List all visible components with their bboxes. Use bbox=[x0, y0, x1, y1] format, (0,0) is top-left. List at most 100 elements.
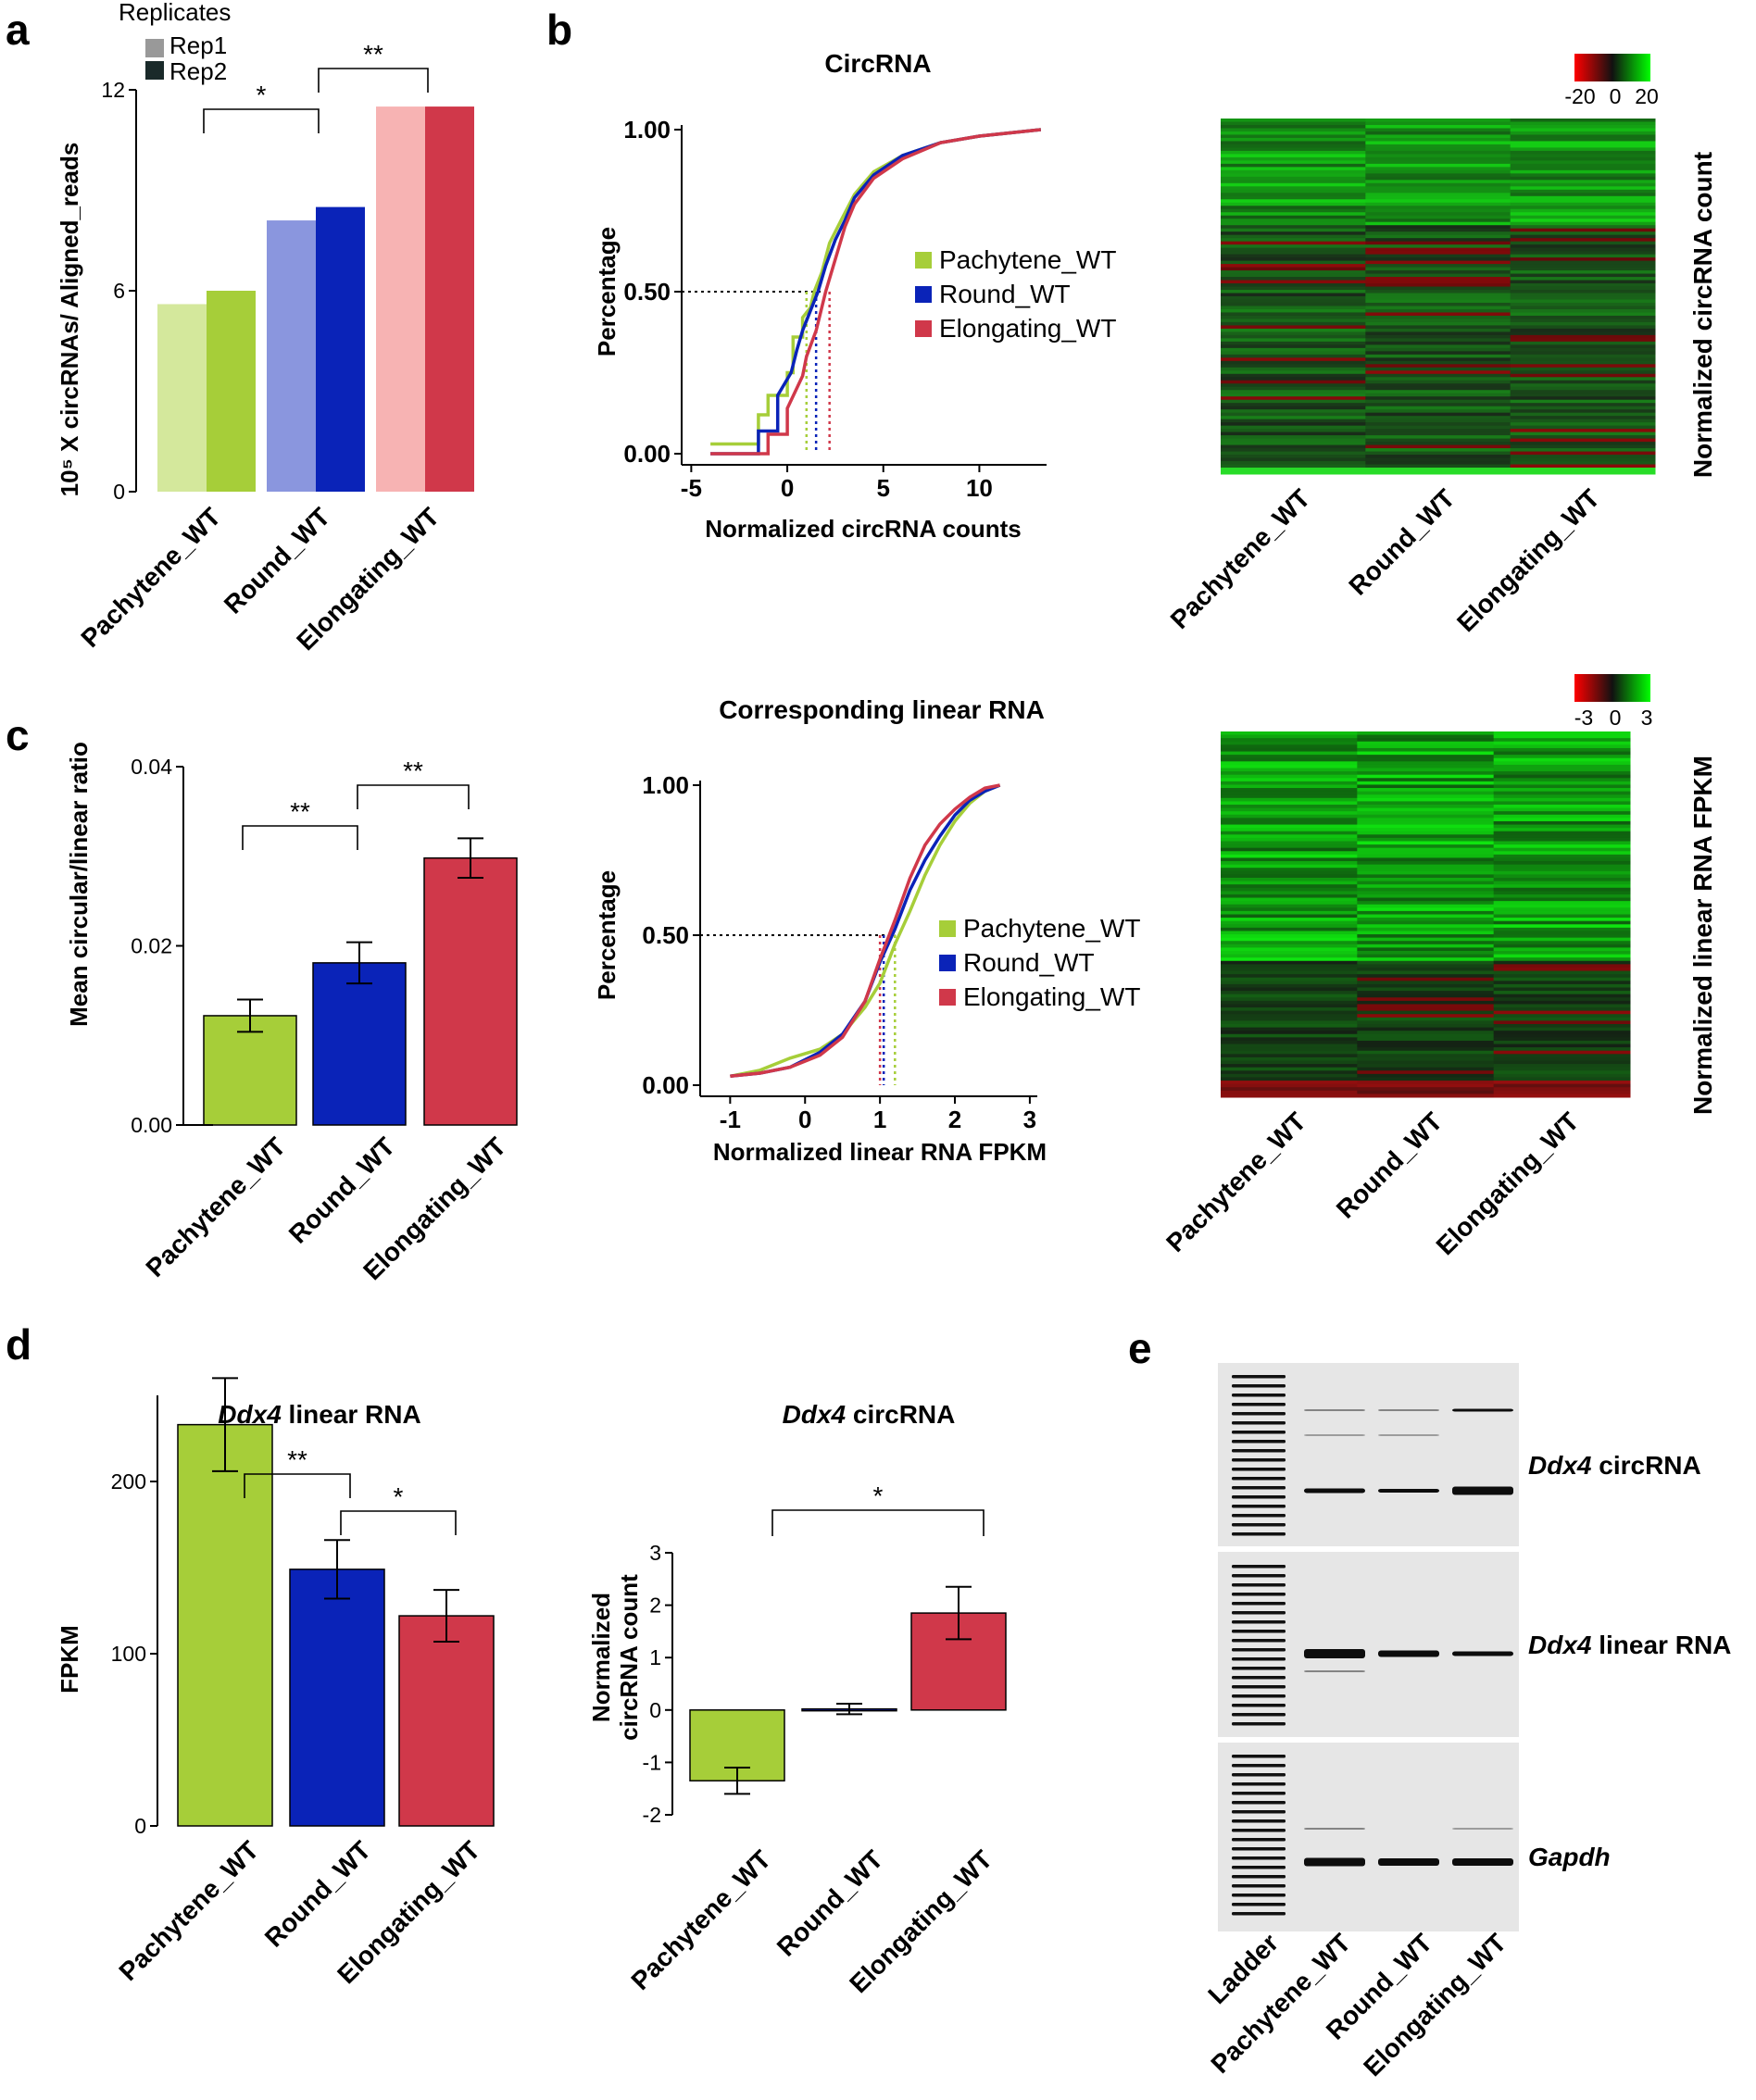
gel-ladder-band bbox=[1232, 1838, 1286, 1842]
heatmap-cell bbox=[1221, 354, 1366, 358]
x-tick-label: 2 bbox=[948, 1106, 961, 1133]
heatmap-cell bbox=[1510, 334, 1656, 339]
heatmap-cell bbox=[1510, 293, 1656, 297]
ecdf-line bbox=[710, 128, 1041, 456]
gel-ladder-band bbox=[1232, 1431, 1286, 1434]
x-tick-label: 3 bbox=[1023, 1106, 1036, 1133]
heatmap-cell bbox=[1221, 934, 1358, 939]
gel-label-ddx4-circrna: Ddx4 circRNA bbox=[1528, 1451, 1701, 1480]
heatmap-cell bbox=[1357, 1044, 1495, 1048]
y-tick-label: -2 bbox=[643, 1803, 661, 1827]
legend-swatch bbox=[915, 286, 932, 303]
heatmap-cell bbox=[1357, 1081, 1495, 1085]
heatmap-cell bbox=[1493, 878, 1631, 882]
y-tick-label: 0.50 bbox=[623, 278, 671, 306]
heatmap-cell bbox=[1221, 977, 1358, 981]
heatmap-cell bbox=[1510, 163, 1656, 168]
gel-label-rest: linear RNA bbox=[1591, 1631, 1731, 1659]
heatmap-cell bbox=[1365, 228, 1511, 232]
heatmap-cell bbox=[1221, 1020, 1358, 1025]
heatmap-cell bbox=[1221, 941, 1358, 945]
heatmap-cell bbox=[1221, 891, 1358, 895]
heatmap-cell bbox=[1357, 954, 1495, 958]
heatmap-cell bbox=[1357, 934, 1495, 939]
heatmap-cell bbox=[1357, 1000, 1495, 1005]
heatmap-cell bbox=[1510, 364, 1656, 369]
x-tick-label: -1 bbox=[720, 1106, 741, 1133]
heatmap-cell bbox=[1365, 131, 1511, 135]
x-tick-label: Pachytene_WT bbox=[75, 502, 226, 653]
heatmap-cell bbox=[1221, 851, 1358, 856]
heatmap-cell bbox=[1357, 944, 1495, 948]
heatmap-cell bbox=[1493, 818, 1631, 822]
panel-e-gel-image: Ddx4 circRNA Ddx4 linear RNA Gapdh Ladde… bbox=[1202, 1363, 1731, 2081]
heatmap-cell bbox=[1221, 1087, 1358, 1092]
heatmap-cell bbox=[1221, 820, 1358, 826]
heatmap-cell bbox=[1357, 1087, 1495, 1092]
heatmap-cell bbox=[1221, 801, 1358, 806]
heatmap-cell bbox=[1221, 805, 1358, 809]
heatmap-cell bbox=[1493, 841, 1631, 845]
heatmap-cell bbox=[1357, 1054, 1495, 1058]
heatmap-cell bbox=[1221, 419, 1366, 423]
heatmap-cell bbox=[1221, 1017, 1358, 1021]
heatmap-cell bbox=[1221, 435, 1366, 440]
heatmap-cell bbox=[1510, 273, 1656, 278]
heatmap-cell bbox=[1365, 173, 1511, 178]
x-tick-label: 10 bbox=[966, 474, 993, 502]
heatmap-cell bbox=[1221, 857, 1358, 862]
x-tick-label: Pachytene_WT bbox=[140, 1131, 291, 1282]
heatmap-cell bbox=[1365, 144, 1511, 148]
chart-title-ddx4-circ: Ddx4 circRNA bbox=[783, 1400, 956, 1429]
heatmap-cell bbox=[1493, 983, 1631, 988]
heatmap-cell bbox=[1510, 383, 1656, 388]
heatmap-cell bbox=[1510, 225, 1656, 230]
bar bbox=[423, 856, 518, 1126]
bar bbox=[289, 1569, 385, 1827]
heatmap-cell bbox=[1365, 464, 1511, 469]
heatmap-cell bbox=[1221, 321, 1366, 326]
heatmap-cell bbox=[1493, 1017, 1631, 1021]
x-tick-label: 0 bbox=[781, 474, 794, 502]
heatmap-cell bbox=[1493, 1000, 1631, 1005]
heatmap-cell bbox=[1221, 247, 1366, 252]
colorbar-tick: 0 bbox=[1610, 84, 1622, 108]
bar-rep1 bbox=[267, 220, 316, 493]
gel-ladder-band bbox=[1232, 1685, 1286, 1689]
heatmap-cell bbox=[1365, 451, 1511, 456]
gel-band bbox=[1304, 1828, 1365, 1830]
heatmap-cell bbox=[1493, 744, 1631, 749]
heatmap-cell bbox=[1357, 891, 1495, 895]
gel-band bbox=[1452, 1408, 1513, 1412]
heatmap-cell bbox=[1510, 137, 1656, 142]
heatmap-cell bbox=[1221, 296, 1366, 300]
heatmap-cell bbox=[1221, 994, 1358, 998]
heatmap-cell bbox=[1221, 264, 1366, 269]
heatmap-cell bbox=[1510, 299, 1656, 304]
heatmap-cell bbox=[1221, 854, 1358, 858]
gel-ladder-band bbox=[1232, 1704, 1286, 1707]
heatmap-cell bbox=[1510, 416, 1656, 420]
heatmap-cell bbox=[1221, 954, 1358, 958]
heatmap-cell bbox=[1510, 396, 1656, 401]
heatmap-cell bbox=[1357, 771, 1495, 776]
heatmap-cell bbox=[1365, 425, 1511, 430]
heatmap-cell bbox=[1221, 228, 1366, 232]
gel-band bbox=[1304, 1649, 1365, 1658]
heatmap-cell bbox=[1357, 967, 1495, 972]
heatmap-cell bbox=[1357, 1017, 1495, 1021]
colorbar-tick: 3 bbox=[1641, 706, 1653, 730]
heatmap-cell bbox=[1493, 1037, 1631, 1042]
heatmap-cell bbox=[1365, 357, 1511, 362]
heatmap-cell bbox=[1221, 1037, 1358, 1042]
heatmap-cell bbox=[1493, 764, 1631, 769]
heatmap-cell bbox=[1357, 1050, 1495, 1055]
heatmap-cell bbox=[1493, 751, 1631, 756]
gel-ladder-band bbox=[1232, 1773, 1286, 1777]
heatmap-cell bbox=[1510, 429, 1656, 433]
heatmap-cell bbox=[1221, 150, 1366, 155]
heatmap-cell bbox=[1221, 357, 1366, 362]
heatmap-cell bbox=[1365, 260, 1511, 265]
y-tick-label: 6 bbox=[113, 279, 125, 303]
heatmap-cell bbox=[1493, 884, 1631, 889]
